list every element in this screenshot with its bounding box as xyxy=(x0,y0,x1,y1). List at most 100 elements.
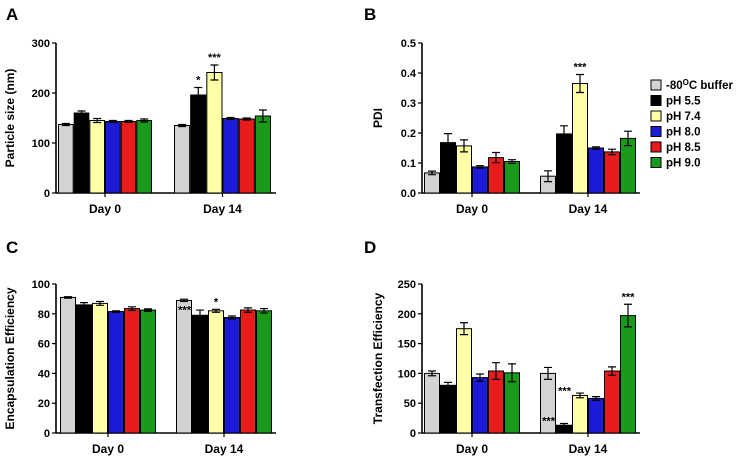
y-axis-label: Transfection Efficiency xyxy=(371,292,385,424)
bar-ph-8-5-day-0 xyxy=(488,370,504,434)
error-bar xyxy=(128,306,136,311)
error-bar xyxy=(428,170,436,176)
panel-a: A Particle size (nm) 0 100 200 300 Day 0 Day 14… xyxy=(3,5,276,216)
y-tick-label: 0 xyxy=(44,188,50,200)
significance-marker: *** xyxy=(542,415,556,427)
bar-80c-buffer-day-14 xyxy=(174,125,191,194)
error-bar xyxy=(576,73,584,94)
error-bar xyxy=(444,381,452,389)
legend-label-80c-buffer: -80OC buffer xyxy=(666,78,733,92)
error-bar xyxy=(144,308,152,312)
y-tick-label: 50 xyxy=(404,398,416,410)
error-bar xyxy=(544,170,552,183)
error-bar xyxy=(64,296,72,299)
error-bar xyxy=(508,363,516,383)
bar-ph-8-0-day-14 xyxy=(222,118,239,194)
significance-marker: *** xyxy=(558,385,572,397)
bar-80c-buffer-day-0 xyxy=(60,296,76,434)
panel-b: B PDI 0.0 0.1 0.2 0.3 0.4 0.5 Day 0 Day 14 *** xyxy=(364,5,640,216)
y-tick-label: 0.1 xyxy=(401,158,416,170)
bar-ph-7-4-day-0 xyxy=(92,302,108,434)
bar-ph-7-4-day-0 xyxy=(89,120,106,194)
legend: -80OC buffer pH 5.5 pH 7.4 pH 8.0 pH 8.5 pH 9… xyxy=(650,78,733,170)
legend-label-ph-7-4: pH 7.4 xyxy=(666,111,701,123)
bar-80c-buffer-day-0 xyxy=(58,124,74,194)
significance-marker: * xyxy=(196,75,201,87)
error-bar xyxy=(210,64,219,81)
legend-swatch-ph-9-0 xyxy=(650,157,662,168)
x-tick-label-day-0: Day 0 xyxy=(89,202,121,216)
significance-marker: *** xyxy=(208,52,222,64)
bar-ph-8-0-day-0 xyxy=(108,311,124,434)
error-bar xyxy=(258,109,267,123)
y-tick-label: 0.5 xyxy=(401,38,416,50)
bar-ph-7-4-day-14 xyxy=(572,83,588,194)
bar-ph-5-5-day-0 xyxy=(76,304,92,434)
legend-label-ph-8-0: pH 8.0 xyxy=(666,127,701,139)
error-bar xyxy=(560,125,568,143)
error-bar xyxy=(244,307,252,313)
y-tick-label: 0.2 xyxy=(401,128,416,140)
panel-letter: D xyxy=(364,238,376,257)
y-tick-label: 300 xyxy=(32,38,50,50)
bar-ph-8-0-day-0 xyxy=(105,121,121,194)
legend-swatch-ph-8-0 xyxy=(650,126,662,137)
legend-label-ph-9-0: pH 9.0 xyxy=(666,158,701,170)
error-bar xyxy=(576,392,584,399)
y-tick-label: 250 xyxy=(398,279,416,291)
error-bar xyxy=(108,119,117,124)
error-bar xyxy=(196,309,204,322)
panel-d: D Transfection Efficiency 0 50 100 150 200 250 D… xyxy=(364,238,640,456)
error-bar xyxy=(476,373,484,382)
bar-ph-7-4-day-14 xyxy=(208,310,224,434)
error-bar xyxy=(544,366,552,380)
error-bar xyxy=(77,110,86,116)
bar-ph-9-0-day-0 xyxy=(504,161,520,194)
error-bar xyxy=(228,315,236,320)
legend-swatch-ph-8-5 xyxy=(650,141,662,153)
error-bar xyxy=(492,151,500,164)
x-tick-label-day-0: Day 0 xyxy=(92,442,124,456)
error-bar xyxy=(428,370,436,377)
bar-ph-8-0-day-14 xyxy=(588,147,604,194)
bar-ph-8-5-day-14 xyxy=(604,370,620,434)
bar-80c-buffer-day-0 xyxy=(424,172,440,194)
bar-80c-buffer-day-0 xyxy=(424,372,440,434)
error-bar xyxy=(124,119,133,124)
bar-ph-7-4-day-0 xyxy=(456,145,472,194)
error-bar xyxy=(560,422,568,428)
panel-c: C Encapsulation Efficiency 0 20 40 60 80 100 Day… xyxy=(3,238,276,456)
panel-letter: A xyxy=(6,5,18,24)
error-bar xyxy=(242,117,251,121)
bar-ph-8-0-day-0 xyxy=(472,377,488,434)
error-bar xyxy=(180,298,188,303)
significance-marker: *** xyxy=(622,291,636,303)
error-bar xyxy=(444,133,452,153)
y-tick-label: 0.0 xyxy=(401,188,416,200)
error-bar xyxy=(592,146,600,150)
x-tick-label-day-0: Day 0 xyxy=(456,442,488,456)
y-tick-label: 100 xyxy=(398,368,416,380)
bar-ph-8-5-day-0 xyxy=(124,308,140,434)
bar-ph-8-5-day-14 xyxy=(240,309,256,434)
error-bar xyxy=(476,165,484,169)
bar-ph-5-5-day-0 xyxy=(73,112,90,194)
y-tick-label: 0 xyxy=(44,428,50,440)
y-tick-label: 60 xyxy=(38,339,50,351)
x-tick-label-day-14: Day 14 xyxy=(569,202,608,216)
error-bar xyxy=(61,122,70,127)
error-bar xyxy=(226,116,235,121)
y-tick-label: 20 xyxy=(38,398,50,410)
bar-ph-9-0-day-14 xyxy=(256,310,272,434)
error-bar xyxy=(96,300,104,306)
y-tick-label: 0.3 xyxy=(401,98,416,110)
error-bar xyxy=(178,123,187,128)
legend-swatch-ph-7-4 xyxy=(650,110,662,122)
significance-marker: *** xyxy=(574,62,588,74)
legend-swatch-ph-5-5 xyxy=(650,95,662,106)
bar-ph-9-0-day-14 xyxy=(620,315,636,434)
error-bar xyxy=(624,130,632,147)
y-tick-label: 200 xyxy=(398,309,416,321)
legend-swatch-80c-buffer xyxy=(650,79,662,91)
significance-marker: *** xyxy=(178,304,192,316)
